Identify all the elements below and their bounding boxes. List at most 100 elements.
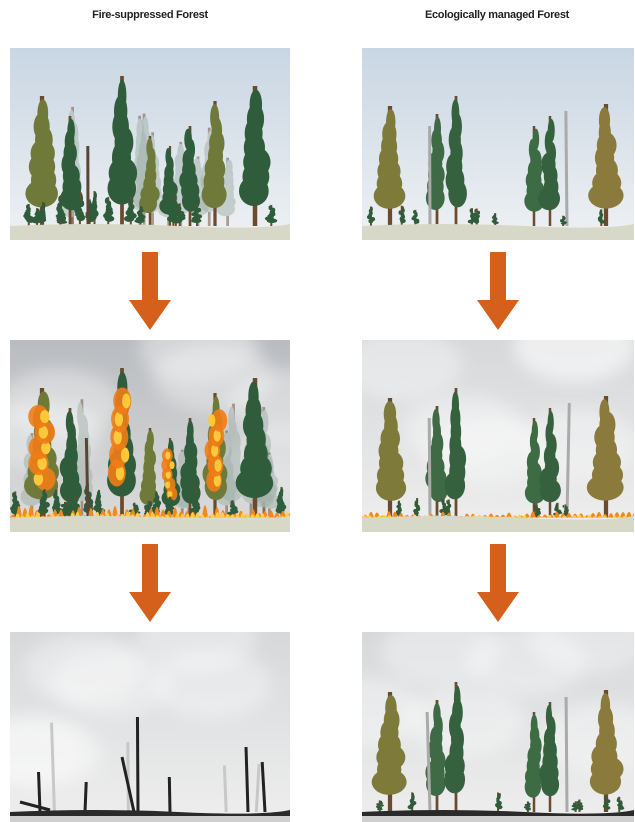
foliage [165,148,170,165]
ground [362,816,634,822]
foliage [600,210,602,214]
smoke [304,677,424,747]
snag [86,438,88,518]
foliage [619,800,622,803]
foliage [269,205,272,210]
foliage [441,499,443,503]
foliage [398,501,400,505]
foliage [226,160,233,175]
snag [85,782,86,812]
smoke [139,313,259,383]
foliage [434,117,441,141]
foliage [532,421,538,442]
snag [137,717,138,812]
foliage [548,119,555,143]
smoke [152,650,272,720]
foliage [578,800,580,803]
foliage [399,210,402,214]
foliage [192,489,195,495]
foliage [142,117,148,141]
foliage [531,715,538,736]
foliage [184,129,192,150]
panel [10,48,290,240]
foliage [454,685,461,713]
column-title: Ecologically managed Forest [425,9,570,21]
foliage [376,803,379,805]
foliage [37,99,48,127]
panel [0,602,290,822]
foliage [66,411,74,435]
foliage [64,504,68,508]
foliage [565,506,568,509]
foliage [140,206,143,210]
foliage [527,802,529,804]
flame [214,459,221,472]
foliage [130,198,133,204]
foliage [402,206,404,210]
foliage [371,207,373,211]
foliage [149,501,152,505]
ground [10,816,290,822]
foliage [173,199,177,205]
foliage [369,209,372,213]
smoke [342,330,462,400]
foliage [70,499,73,503]
foliage [477,211,480,215]
foliage [524,806,528,808]
foliage [604,796,606,799]
foliage [452,391,459,419]
foliage [58,196,61,203]
foliage [446,500,448,504]
foliage [210,104,219,131]
snag [128,742,129,812]
foliage [384,401,396,427]
foliage [599,399,609,425]
foliage [67,119,75,143]
foliage [194,206,197,210]
foliage [494,213,496,216]
snag [566,697,567,812]
foliage [563,216,565,218]
foliage [534,505,536,508]
foliage [533,129,540,150]
foliage [432,409,439,433]
foliage [94,192,97,199]
foliage [548,411,554,435]
foliage [105,198,109,204]
foliage [617,797,619,800]
foliage [97,491,100,497]
snag [429,418,430,518]
foliage [380,801,382,803]
foliage [133,503,136,506]
foliage [417,499,419,503]
foliage [537,508,541,511]
foliage [474,209,476,213]
foliage [174,209,177,213]
forest-diagram: Fire-suppressed Forest Ecologically mana… [0,0,635,822]
foliage [68,502,71,506]
flame [165,452,170,460]
foliage [573,803,575,805]
foliage [546,705,552,729]
foliage [412,793,414,797]
foliage [250,90,262,120]
foliage [376,805,380,807]
foliage [187,421,194,442]
foliage [177,204,180,209]
foliage [470,209,472,213]
foliage [580,802,583,805]
flame [40,410,50,423]
panel [304,603,635,822]
foliage [280,488,283,495]
flame [122,394,130,409]
foliage [166,502,171,507]
foliage [525,804,528,806]
foliage [77,193,80,200]
foliage [168,497,171,502]
foliage [452,99,460,127]
foliage [499,793,501,797]
snag [246,747,248,812]
flame [170,461,175,469]
flame [208,414,215,427]
foliage [54,490,57,496]
